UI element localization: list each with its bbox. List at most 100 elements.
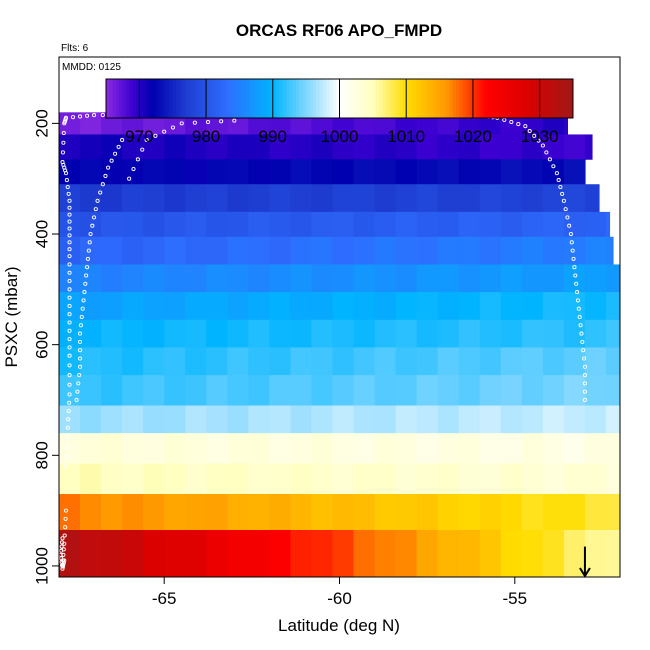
heatmap-cell: [269, 159, 292, 185]
heatmap-cell: [122, 236, 144, 265]
heatmap-cell: [311, 494, 334, 531]
colorbar-segment: [212, 79, 217, 118]
colorbar-segment: [326, 79, 330, 118]
y-axis: 200 400 600 800 1000: [32, 109, 59, 585]
track-point: [100, 182, 105, 187]
heatmap-cell: [227, 184, 249, 213]
heatmap-cell: [164, 494, 186, 531]
heatmap-cell: [185, 375, 207, 406]
colorbar-tick-label: 1030: [521, 127, 559, 146]
heatmap-cell: [395, 405, 418, 434]
colorbar-segment: [312, 79, 317, 118]
heatmap-cell: [458, 184, 481, 213]
track-point: [153, 133, 158, 138]
heatmap-cell: [521, 463, 544, 495]
colorbar-segment: [409, 79, 414, 118]
heatmap-cell: [458, 236, 481, 265]
track-point: [64, 454, 69, 459]
track-point: [60, 536, 65, 541]
heatmap-cell: [353, 292, 376, 321]
colorbar-segment: [229, 79, 234, 118]
heatmap-cell: [59, 375, 81, 406]
heatmap-cell: [269, 494, 292, 531]
heatmap-bands: [59, 112, 645, 577]
track-point: [92, 215, 97, 220]
heatmap-cell: [332, 292, 355, 321]
heatmap-cell: [311, 236, 334, 265]
heatmap-cell: [437, 529, 460, 577]
track-point: [582, 356, 587, 361]
colorbar-segment: [156, 79, 160, 118]
heatmap-cell: [395, 184, 418, 213]
heatmap-cell: [122, 405, 144, 434]
heatmap-cell: [185, 211, 207, 238]
heatmap-cell: [143, 494, 165, 531]
y-tick-label: 1000: [32, 547, 51, 585]
track-point: [93, 207, 98, 212]
heatmap-cell: [248, 375, 270, 406]
colorbar-segment: [529, 79, 534, 118]
colorbar-segment: [366, 79, 371, 118]
track-point: [81, 298, 86, 303]
colorbar-segment: [292, 79, 297, 118]
track-point: [131, 166, 136, 172]
colorbar-segment: [266, 79, 270, 118]
heatmap-cell: [521, 236, 544, 265]
colorbar: 970 980 990 1000 1010 1020 1030: [105, 78, 574, 146]
heatmap-cell: [605, 529, 620, 577]
heatmap-cell: [311, 292, 334, 321]
heatmap-cell: [353, 463, 376, 495]
heatmap-cell: [248, 347, 270, 376]
heatmap-cell: [311, 405, 334, 434]
heatmap-cell: [500, 292, 523, 321]
heatmap-cell: [479, 184, 502, 213]
heatmap-cell: [80, 494, 102, 531]
heatmap-cell: [458, 529, 481, 577]
heatmap-cell: [353, 134, 376, 160]
colorbar-segment: [309, 79, 314, 118]
heatmap-cell: [206, 463, 228, 495]
track-point: [83, 281, 88, 286]
heatmap-cell: [479, 211, 502, 238]
track-point: [77, 364, 83, 369]
heatmap-cell: [143, 319, 165, 348]
heatmap-cell: [122, 463, 144, 495]
heatmap-cell: [185, 236, 207, 265]
track-point: [67, 312, 72, 317]
heatmap-cell: [500, 134, 523, 160]
heatmap-cell: [500, 211, 523, 238]
heatmap-cell: [563, 184, 586, 213]
heatmap-cell: [416, 463, 439, 495]
colorbar-segment: [289, 79, 294, 118]
heatmap-cell: [605, 211, 611, 238]
heatmap-cell: [563, 433, 586, 464]
heatmap-cell: [584, 319, 607, 348]
track-point: [576, 306, 581, 311]
heatmap-cell: [332, 159, 355, 185]
heatmap-cell: [627, 494, 645, 530]
heatmap-cell: [521, 375, 544, 406]
track-point: [67, 226, 72, 231]
colorbar-segment: [126, 79, 130, 118]
track-point: [558, 184, 563, 190]
heatmap-cell: [290, 264, 313, 293]
track-point: [551, 164, 556, 169]
track-point: [62, 558, 67, 563]
heatmap-cell: [437, 494, 460, 531]
heatmap-cell: [185, 134, 207, 160]
heatmap-cell: [311, 529, 334, 577]
heatmap-cell: [437, 264, 460, 293]
track-point: [109, 158, 114, 163]
heatmap-cell: [290, 463, 313, 495]
heatmap-cell: [542, 375, 565, 406]
heatmap-cell: [437, 319, 460, 348]
colorbar-segment: [209, 79, 214, 118]
colorbar-segment: [139, 79, 144, 118]
heatmap-cell: [227, 529, 249, 577]
heatmap-cell: [416, 236, 439, 265]
heatmap-cell: [584, 529, 607, 577]
heatmap-cell: [206, 184, 228, 213]
heatmap-cell: [227, 375, 249, 406]
heatmap-cell: [290, 494, 313, 531]
heatmap-cell: [227, 211, 249, 238]
